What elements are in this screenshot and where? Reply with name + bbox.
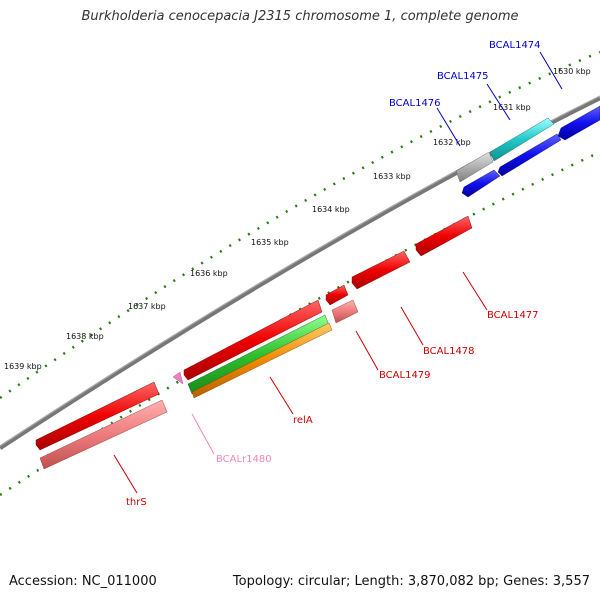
tick-label: 1630 kbp — [553, 67, 591, 76]
gene-bcal1474[interactable] — [557, 105, 600, 141]
leader-bcal1479 — [355, 330, 379, 371]
gene-thrs[interactable] — [35, 381, 160, 451]
leader-bcal1477 — [462, 271, 488, 311]
label-leaders — [113, 51, 563, 494]
reverse-strand-features — [35, 215, 473, 470]
label-bcal1474[interactable]: BCAL1474 — [489, 40, 541, 51]
leader-thrs — [113, 454, 138, 494]
gene-bcal1477[interactable] — [415, 215, 473, 257]
gene-rela-orange[interactable] — [191, 322, 333, 399]
tick-label: 1632 kbp — [433, 138, 471, 147]
gene-bcal1475-cyan[interactable] — [489, 117, 555, 162]
label-bcal1479[interactable]: BCAL1479 — [379, 370, 431, 381]
gene-bcalr1480[interactable] — [172, 371, 184, 385]
upper-tick-track — [0, 50, 600, 400]
label-rela[interactable]: relA — [293, 415, 313, 426]
tick-label: 1631 kbp — [493, 103, 531, 112]
label-bcal1478[interactable]: BCAL1478 — [423, 346, 475, 357]
gene-bcal1476[interactable] — [461, 169, 501, 198]
genome-summary-text: Topology: circular; Length: 3,870,082 bp… — [232, 574, 590, 589]
tick-label: 1638 kbp — [66, 332, 104, 341]
gene-bcal1478[interactable] — [351, 250, 411, 290]
tick-label: 1637 kbp — [128, 302, 166, 311]
gene-thrs-rna[interactable] — [39, 399, 168, 470]
tick-label: 1635 kbp — [251, 238, 289, 247]
leader-bcal1475 — [486, 83, 511, 121]
tick-label: 1634 kbp — [312, 205, 350, 214]
accession-text: Accession: NC_011000 — [9, 574, 157, 589]
forward-strand-features — [455, 105, 600, 198]
leader-bcal1478 — [400, 306, 424, 346]
gene-rela-green[interactable] — [187, 314, 330, 395]
gene-bcal1479-rna[interactable] — [331, 299, 359, 324]
gene-bcal1475[interactable] — [497, 133, 562, 177]
tick-label: 1636 kbp — [190, 269, 228, 278]
leader-bcalr1480 — [191, 413, 215, 455]
tick-label: 1633 kbp — [373, 172, 411, 181]
map-title: Burkholderia cenocepacia J2315 chromosom… — [81, 9, 519, 24]
gene-rela[interactable] — [183, 299, 323, 381]
label-bcal1476[interactable]: BCAL1476 — [389, 98, 441, 109]
kbp-tick-labels: 1630 kbp 1631 kbp 1632 kbp 1633 kbp 1634… — [4, 67, 591, 371]
label-bcalr1480[interactable]: BCALr1480 — [216, 454, 272, 465]
leader-bcal1474 — [539, 51, 563, 90]
tick-label: 1639 kbp — [4, 362, 42, 371]
lower-tick-track — [0, 150, 600, 497]
gene-bcal1479[interactable] — [325, 284, 349, 306]
gene-bcal1476-pseudo[interactable] — [455, 151, 494, 183]
leader-bcal1476 — [436, 107, 461, 147]
label-bcal1477[interactable]: BCAL1477 — [487, 310, 539, 321]
leader-rela — [269, 376, 294, 415]
label-thrs[interactable]: thrS — [126, 497, 147, 508]
label-bcal1475[interactable]: BCAL1475 — [437, 71, 489, 82]
gene-labels: BCAL1474 BCAL1475 BCAL1476 BCAL1477 BCAL… — [126, 40, 541, 508]
